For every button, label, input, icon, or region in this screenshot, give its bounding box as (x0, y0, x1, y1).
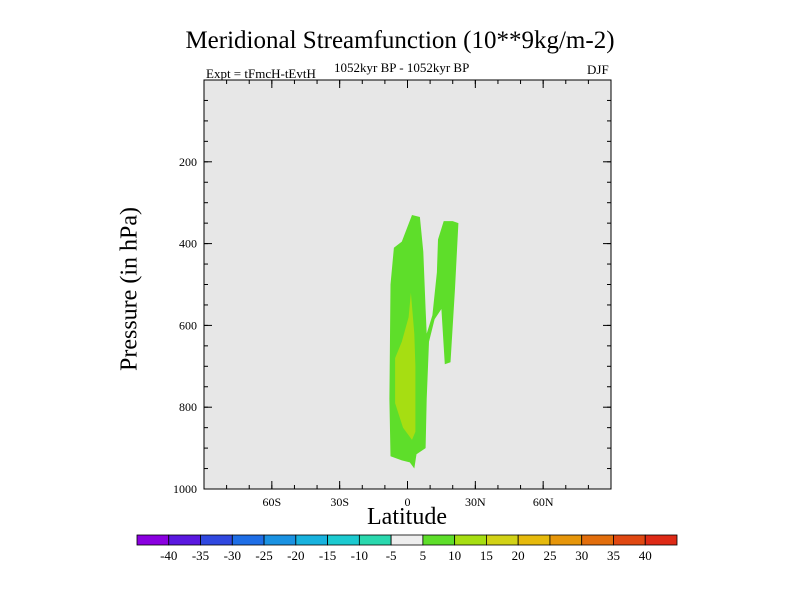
colorbar-label: 15 (480, 548, 493, 563)
filled-regions (389, 215, 459, 469)
contour-region-1 (395, 292, 416, 440)
season-label: DJF (587, 62, 609, 77)
x-tick-label: 30S (330, 495, 349, 509)
colorbar-label: -40 (160, 548, 177, 563)
colorbar-label: 5 (420, 548, 427, 563)
colorbar-label: 30 (575, 548, 588, 563)
colorbar-box (454, 534, 487, 546)
colorbar-box (422, 534, 456, 546)
x-tick-label: 30N (465, 495, 486, 509)
colorbar-label: -20 (287, 548, 304, 563)
colorbar-label: 40 (639, 548, 652, 563)
y-tick-label: 200 (179, 155, 197, 169)
colorbar-box (231, 534, 265, 546)
colorbar-label: 25 (543, 548, 556, 563)
colorbar: -40 -35 -30 -25 -20 -15 -10 -5 5 10 15 20 25 30 35 40 (136, 534, 678, 563)
chart-title: Meridional Streamfunction (10**9kg/m-2) (185, 27, 615, 54)
colorbar-label: 10 (448, 548, 461, 563)
axis-ticks: 60S 30S 0 30N 60N 200 400 600 800 1000 (173, 80, 611, 509)
colorbar-box (517, 534, 551, 546)
colorbar-label: -35 (192, 548, 209, 563)
x-tick-label: 60S (262, 495, 281, 509)
colorbar-label: -10 (351, 548, 368, 563)
colorbar-box (644, 534, 678, 546)
colorbar-label: -30 (224, 548, 241, 563)
colorbar-box (581, 534, 614, 546)
colorbar-box (327, 534, 360, 546)
period-label: 1052kyr BP - 1052kyr BP (334, 60, 470, 75)
colorbar-box (358, 534, 392, 546)
colorbar-box (295, 534, 328, 546)
colorbar-box (486, 534, 519, 546)
x-tick-label: 0 (405, 495, 411, 509)
colorbar-box (390, 534, 424, 546)
colorbar-label: 35 (607, 548, 620, 563)
x-axis-label: Latitude (367, 504, 447, 530)
colorbar-box (168, 534, 201, 546)
y-tick-label: 600 (179, 318, 197, 332)
colorbar-label: -5 (386, 548, 397, 563)
colorbar-box (263, 534, 297, 546)
colorbar-label: -25 (255, 548, 272, 563)
y-tick-label: 400 (179, 237, 197, 251)
colorbar-box (613, 534, 646, 546)
colorbar-label: 20 (512, 548, 525, 563)
experiment-label: Expt = tFmcH-tEvtH (206, 66, 316, 81)
colorbar-box (549, 534, 583, 546)
colorbar-box (136, 534, 170, 546)
y-tick-label: 1000 (173, 482, 197, 496)
x-tick-label: 60N (533, 495, 554, 509)
colorbar-box (200, 534, 233, 546)
y-tick-label: 800 (179, 400, 197, 414)
colorbar-label: -15 (319, 548, 336, 563)
